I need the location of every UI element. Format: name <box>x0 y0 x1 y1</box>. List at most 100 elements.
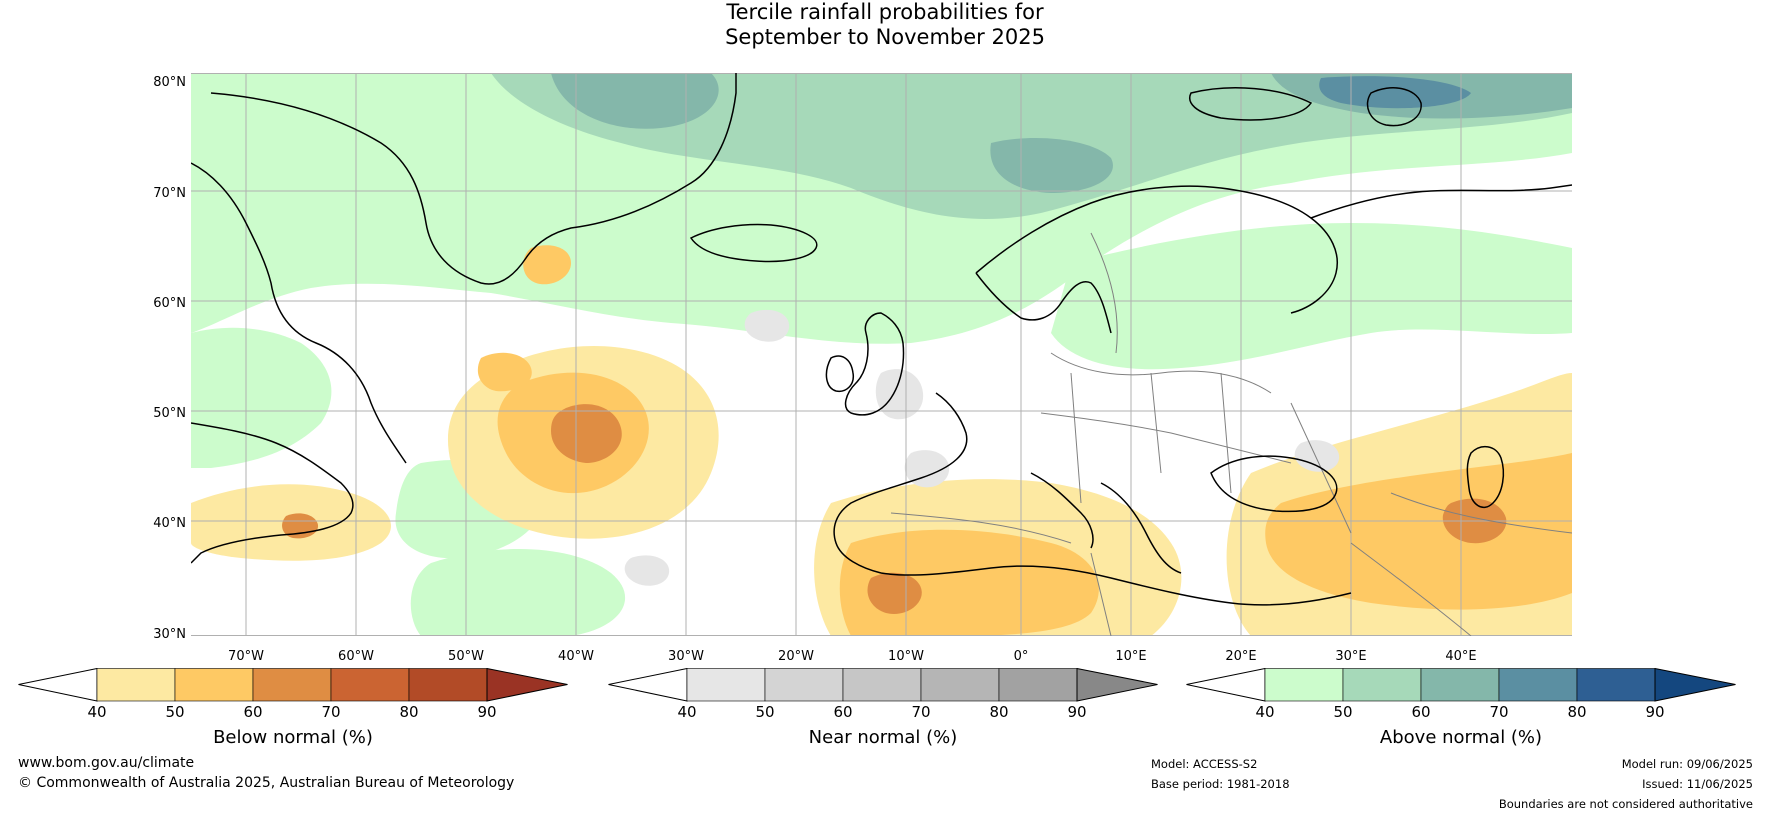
lon-label-70w: 70°W <box>228 649 264 664</box>
map-canvas <box>191 73 1572 636</box>
near-segment-5 <box>998 668 1078 702</box>
near-tick-70: 70 <box>911 703 931 721</box>
above-tick-60: 60 <box>1411 703 1431 721</box>
below-segment-2 <box>174 668 254 702</box>
above-region-azores <box>410 549 626 636</box>
probability-map <box>191 73 1572 636</box>
footer-issued: Issued: 11/06/2025 <box>1642 777 1753 791</box>
coast-italy <box>1030 472 1094 549</box>
coast-mediterranean <box>880 565 1352 606</box>
near-segment-2 <box>764 668 844 702</box>
footer-website: www.bom.gov.au/climate <box>18 755 195 771</box>
title-line-1: Tercile rainfall probabilities for <box>726 0 1044 24</box>
colorbar-below-normal <box>18 667 568 702</box>
lon-label-40e: 40°E <box>1445 649 1477 664</box>
above-extend-low <box>1186 667 1266 702</box>
below-region-newfoundland <box>477 352 532 392</box>
footer-base-period: Base period: 1981-2018 <box>1151 777 1290 791</box>
above-segment-2 <box>1342 668 1422 702</box>
below-tick-70: 70 <box>321 703 341 721</box>
coast-canada-us <box>191 422 354 564</box>
below-region-greenland-east <box>523 245 571 285</box>
above-tick-40: 40 <box>1255 703 1275 721</box>
coast-svalbard <box>1366 87 1422 127</box>
near-region-balkans <box>1294 440 1340 472</box>
near-tick-40: 40 <box>677 703 697 721</box>
coast-novaya-zemlya <box>1189 87 1313 121</box>
below-tick-90: 90 <box>477 703 497 721</box>
colorbar-below-title: Below normal (%) <box>213 727 373 748</box>
above-extend-high <box>1654 667 1736 702</box>
coast-ireland <box>825 355 855 393</box>
coast-caspian <box>1466 446 1505 509</box>
coast-balkans-greece <box>1100 482 1182 574</box>
near-region-atlantic-2 <box>624 555 670 586</box>
field-near-normal <box>624 309 1340 586</box>
below-segment-5 <box>408 668 488 702</box>
coast-europe-west <box>833 392 968 574</box>
lat-label-80n: 80°N <box>153 75 186 90</box>
below-extend-low <box>18 667 98 702</box>
colorbar-below-ticks: 40 50 60 70 80 90 <box>18 704 568 720</box>
lat-label-30n: 30°N <box>153 627 186 642</box>
lon-label-10e: 10°E <box>1115 649 1147 664</box>
above-region-barents-core <box>1319 76 1471 109</box>
below-tick-80: 80 <box>399 703 419 721</box>
footer-model-run: Model run: 09/06/2025 <box>1621 757 1753 771</box>
above-segment-3 <box>1420 668 1500 702</box>
colorbar-near-ticks: 40 50 60 70 80 90 <box>608 704 1158 720</box>
coast-norway-finland <box>975 185 1338 314</box>
near-tick-60: 60 <box>833 703 853 721</box>
political-borders <box>890 232 1572 636</box>
title-line-2: September to November 2025 <box>725 25 1045 49</box>
lat-label-50n: 50°N <box>153 406 186 421</box>
coast-british-isles <box>844 312 905 416</box>
map-title: Tercile rainfall probabilities for Septe… <box>0 0 1770 50</box>
near-extend-low <box>608 667 688 702</box>
above-segment-4 <box>1498 668 1578 702</box>
colorbar-above-normal-svg <box>1186 667 1736 702</box>
colorbar-near-title: Near normal (%) <box>808 727 958 748</box>
near-tick-90: 90 <box>1067 703 1087 721</box>
lon-label-0: 0° <box>1013 649 1029 664</box>
footer-copyright: © Commonwealth of Australia 2025, Austra… <box>18 775 515 791</box>
near-tick-50: 50 <box>755 703 775 721</box>
near-region-atlantic-1 <box>744 309 790 342</box>
below-tick-60: 60 <box>243 703 263 721</box>
near-extend-high <box>1076 667 1158 702</box>
coast-black-sea <box>1210 455 1338 513</box>
above-region-scandinavia <box>1051 223 1572 370</box>
below-tick-40: 40 <box>87 703 107 721</box>
below-segment-3 <box>252 668 332 702</box>
above-region-svalbard <box>551 73 719 129</box>
lon-label-60w: 60°W <box>338 649 374 664</box>
above-region-labrador <box>191 327 332 468</box>
colorbar-above-normal <box>1186 667 1736 702</box>
lat-lon-gridlines <box>191 73 1572 636</box>
above-tick-50: 50 <box>1333 703 1353 721</box>
above-tick-70: 70 <box>1489 703 1509 721</box>
below-extend-high <box>486 667 568 702</box>
below-region-central-atlantic-core <box>551 404 622 463</box>
colorbar-below-normal-svg <box>18 667 568 702</box>
colorbar-above-title: Above normal (%) <box>1379 727 1543 748</box>
below-segment-4 <box>330 668 410 702</box>
above-segment-5 <box>1576 668 1656 702</box>
footer-model: Model: ACCESS-S2 <box>1151 757 1258 771</box>
coast-iceland <box>689 223 818 263</box>
near-segment-1 <box>686 668 766 702</box>
lon-label-10w: 10°W <box>888 649 924 664</box>
colorbar-near-normal-svg <box>608 667 1158 702</box>
lon-label-50w: 50°W <box>448 649 484 664</box>
above-segment-1 <box>1264 668 1344 702</box>
colorbar-near-normal <box>608 667 1158 702</box>
below-segment-1 <box>96 668 176 702</box>
lat-label-40n: 40°N <box>153 516 186 531</box>
below-tick-50: 50 <box>165 703 185 721</box>
lon-label-20e: 20°E <box>1225 649 1257 664</box>
lat-label-60n: 60°N <box>153 296 186 311</box>
below-region-middle-east-mid <box>1265 453 1572 610</box>
lat-label-70n: 70°N <box>153 186 186 201</box>
lon-label-20w: 20°W <box>778 649 814 664</box>
coast-scandinavia-south <box>975 272 1112 334</box>
